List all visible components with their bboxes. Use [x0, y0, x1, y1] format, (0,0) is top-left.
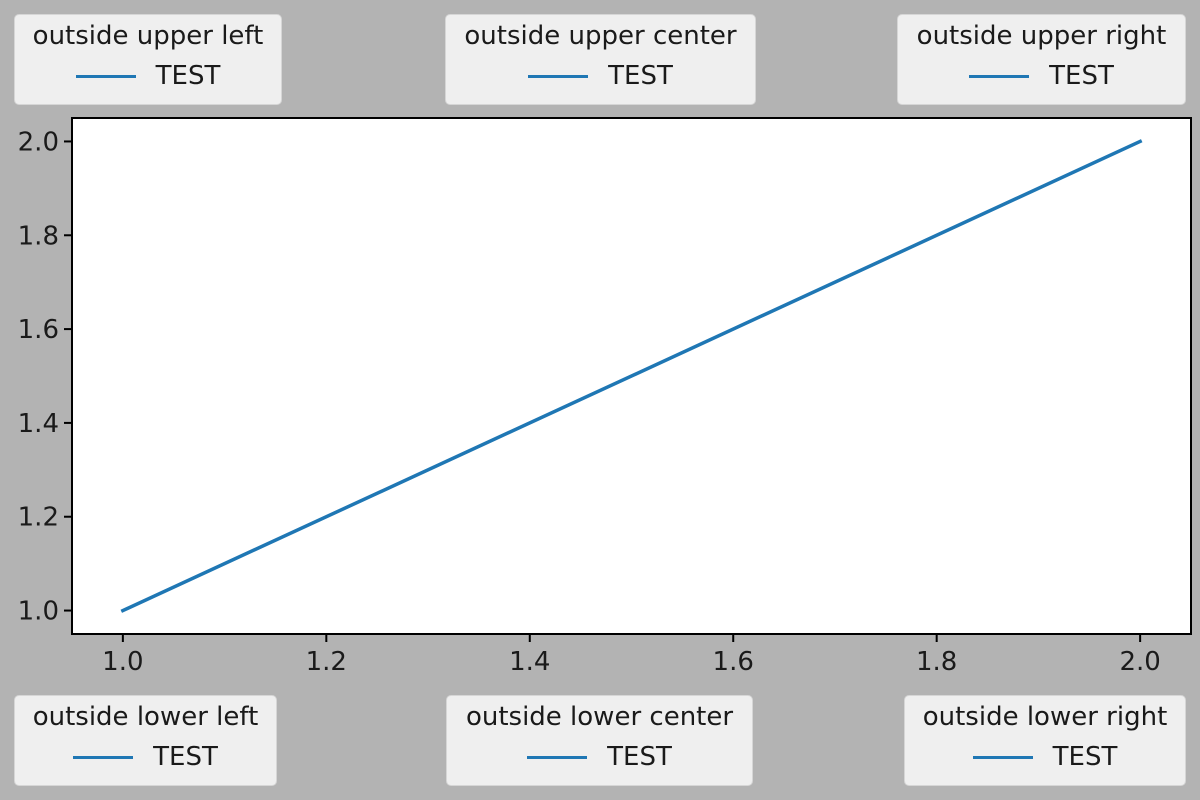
x-tick-label: 2.0 [1119, 647, 1160, 677]
legend-title: outside upper left [32, 21, 264, 51]
x-tick-label: 1.6 [713, 647, 754, 677]
legend-entry: TEST [898, 61, 1185, 91]
y-axis: 1.0 1.2 1.4 1.6 1.8 2.0 [18, 127, 72, 627]
series-layer [120, 139, 1143, 613]
x-tick-label: 1.0 [102, 647, 143, 677]
y-tick-label: 1.0 [18, 597, 59, 627]
legend-outside-lower-left: outside lower left TEST [14, 695, 277, 786]
legend-title: outside upper center [464, 21, 737, 51]
legend-entry-label: TEST [608, 61, 673, 91]
legend-line-swatch [73, 755, 134, 759]
legend-title: outside lower right [922, 702, 1168, 732]
legend-outside-lower-right: outside lower right TEST [904, 695, 1186, 786]
y-tick-label: 1.2 [18, 503, 59, 533]
legend-entry-label: TEST [1052, 742, 1118, 772]
legend-outside-upper-right: outside upper right TEST [897, 14, 1186, 105]
legend-entry-label: TEST [153, 742, 218, 772]
legend-line-swatch [527, 755, 588, 759]
legend-line-swatch [972, 755, 1033, 759]
legend-title: outside lower center [465, 702, 734, 732]
x-tick-label: 1.8 [916, 647, 957, 677]
y-tick-label: 2.0 [18, 127, 59, 157]
legend-outside-upper-center: outside upper center TEST [445, 14, 756, 105]
legend-entry: TEST [15, 742, 276, 772]
y-tick-label: 1.4 [18, 409, 59, 439]
y-tick-label: 1.6 [18, 315, 59, 345]
legend-outside-upper-left: outside upper left TEST [14, 14, 282, 105]
legend-entry-label: TEST [1049, 61, 1114, 91]
y-tick-label: 1.8 [18, 221, 59, 251]
legend-entry: TEST [447, 742, 752, 772]
legend-title: outside lower left [32, 702, 259, 732]
legend-entry: TEST [905, 742, 1185, 772]
x-tick-label: 1.2 [306, 647, 347, 677]
x-axis: 1.0 1.2 1.4 1.6 1.8 2.0 [102, 634, 1161, 677]
legend-outside-lower-center: outside lower center TEST [446, 695, 753, 786]
legend-entry: TEST [446, 61, 755, 91]
x-tick-label: 1.4 [509, 647, 550, 677]
legend-entry-label: TEST [607, 742, 672, 772]
legend-title: outside upper right [916, 21, 1167, 51]
legend-line-swatch [75, 74, 136, 78]
series-line [120, 139, 1143, 613]
legend-line-swatch [528, 74, 589, 78]
legend-entry-label: TEST [155, 61, 221, 91]
legend-entry: TEST [15, 61, 281, 91]
legend-line-swatch [969, 74, 1030, 78]
